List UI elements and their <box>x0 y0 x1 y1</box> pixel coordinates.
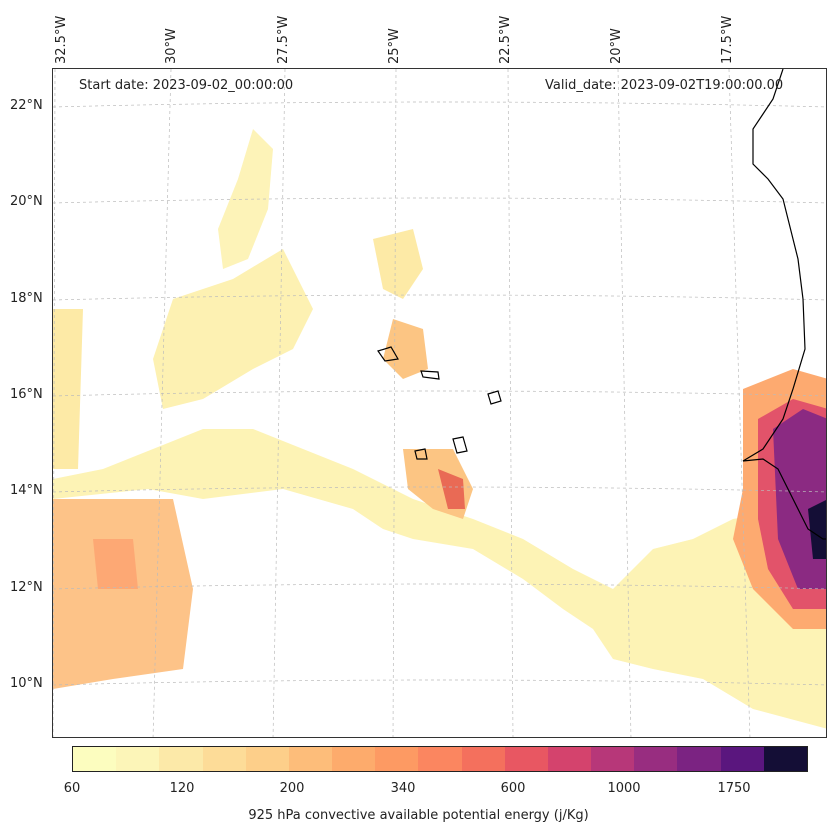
gridline-lat-22n <box>53 101 826 108</box>
gridline-lon-22-5w <box>507 69 514 737</box>
colorbar-cell <box>159 747 203 771</box>
island-sao-nicolau-outline <box>420 370 440 380</box>
island-santo-antao-outline <box>377 346 399 362</box>
colorbar-cell <box>720 747 764 771</box>
gridline-lat-12n <box>53 583 826 590</box>
gridline-lat-18n <box>53 294 826 301</box>
lon-label-32-5w: 32.5°W <box>54 15 69 64</box>
cape-core-southwest <box>93 539 138 589</box>
cape-field <box>53 129 826 729</box>
colorbar-cell <box>763 747 807 771</box>
colorbar-cell <box>375 747 419 771</box>
map-panel <box>52 68 827 738</box>
colorbar-tick-340: 340 <box>390 781 416 796</box>
lon-label-25w: 25°W <box>387 28 402 64</box>
cape-core-fogo <box>438 469 465 509</box>
cape-region-south <box>53 429 826 729</box>
colorbar-cell <box>288 747 333 771</box>
lat-label-22n: 22°N <box>10 98 43 113</box>
colorbar-cell <box>461 747 505 771</box>
colorbar <box>72 746 808 772</box>
colorbar-cell <box>504 747 548 771</box>
colorbar-title: 925 hPa convective available potential e… <box>248 808 589 823</box>
gridline-lat-10n <box>53 679 826 686</box>
island-fogo-outline <box>414 448 428 460</box>
coastline <box>377 69 826 540</box>
colorbar-tick-600: 600 <box>500 781 526 796</box>
colorbar-cell <box>634 747 678 771</box>
start-date-label: Start date: 2023-09-02_00:00:00 <box>79 78 294 93</box>
gridline-lon-32-5w <box>53 69 56 737</box>
colorbar-tick-1750: 1750 <box>717 781 751 796</box>
colorbar-cell <box>591 747 635 771</box>
colorbar-cell <box>332 747 376 771</box>
cape-patch-santo-antao <box>383 319 428 379</box>
gridline-lat-14n <box>53 486 826 493</box>
lon-label-20w: 20°W <box>609 28 624 64</box>
colorbar-tick-1000: 1000 <box>607 781 641 796</box>
colorbar-cell <box>677 747 721 771</box>
gridline-lon-25w <box>392 69 397 737</box>
gridline-lat-20n <box>53 197 826 204</box>
graticule <box>53 69 826 737</box>
colorbar-cell <box>547 747 592 771</box>
colorbar-tick-60: 60 <box>63 781 81 796</box>
cape-region-southwest <box>53 499 193 689</box>
lat-label-16n: 16°N <box>10 387 43 402</box>
colorbar-tick-200: 200 <box>279 781 305 796</box>
gridline-lon-30w <box>152 69 172 737</box>
lon-label-27-5w: 27.5°W <box>276 15 291 64</box>
gridline-lon-17-5w <box>728 69 751 737</box>
lon-label-30w: 30°W <box>164 28 179 64</box>
island-santiago-outline <box>452 436 468 454</box>
lat-label-12n: 12°N <box>10 580 43 595</box>
cape-patch-island <box>373 229 423 299</box>
cape-region-west <box>53 309 83 469</box>
valid-date-label: Valid_date: 2023-09-02T19:00:00.00 <box>545 78 784 93</box>
cape-region-central-west <box>153 249 313 409</box>
colorbar-cell <box>73 747 117 771</box>
colorbar-tick-120: 120 <box>169 781 195 796</box>
gridline-lat-16n <box>53 390 826 397</box>
island-boa-vista-outline <box>487 390 502 405</box>
colorbar-cell <box>418 747 462 771</box>
gridline-lon-27-5w <box>272 69 286 737</box>
lat-label-14n: 14°N <box>10 483 43 498</box>
lat-label-10n: 10°N <box>10 676 43 691</box>
lat-label-18n: 18°N <box>10 291 43 306</box>
coastline-africa <box>742 69 826 540</box>
map-canvas <box>53 69 826 737</box>
gridline-lon-20w <box>617 69 632 737</box>
colorbar-cell <box>116 747 160 771</box>
colorbar-cell <box>202 747 246 771</box>
colorbar-cell <box>245 747 289 771</box>
lon-label-17-5w: 17.5°W <box>720 15 735 64</box>
lat-label-20n: 20°N <box>10 194 43 209</box>
lon-label-22-5w: 22.5°W <box>498 15 513 64</box>
cape-region-east-max <box>808 500 826 559</box>
